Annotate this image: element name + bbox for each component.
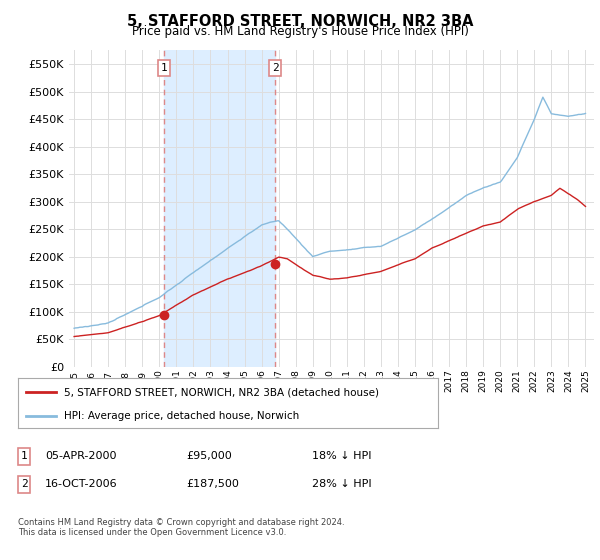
Text: £187,500: £187,500 xyxy=(186,479,239,489)
Text: 18% ↓ HPI: 18% ↓ HPI xyxy=(312,451,371,461)
Text: 5, STAFFORD STREET, NORWICH, NR2 3BA: 5, STAFFORD STREET, NORWICH, NR2 3BA xyxy=(127,14,473,29)
Bar xyxy=(164,50,275,367)
Text: 2: 2 xyxy=(20,479,28,489)
Text: 1: 1 xyxy=(161,63,167,73)
Text: 05-APR-2000: 05-APR-2000 xyxy=(45,451,116,461)
Text: 5, STAFFORD STREET, NORWICH, NR2 3BA (detached house): 5, STAFFORD STREET, NORWICH, NR2 3BA (de… xyxy=(64,387,379,397)
Text: Contains HM Land Registry data © Crown copyright and database right 2024.
This d: Contains HM Land Registry data © Crown c… xyxy=(18,518,344,538)
Text: 2: 2 xyxy=(272,63,278,73)
Text: Price paid vs. HM Land Registry's House Price Index (HPI): Price paid vs. HM Land Registry's House … xyxy=(131,25,469,38)
Text: 28% ↓ HPI: 28% ↓ HPI xyxy=(312,479,371,489)
Text: £95,000: £95,000 xyxy=(186,451,232,461)
Text: 16-OCT-2006: 16-OCT-2006 xyxy=(45,479,118,489)
Text: HPI: Average price, detached house, Norwich: HPI: Average price, detached house, Norw… xyxy=(64,411,299,421)
Text: 1: 1 xyxy=(20,451,28,461)
